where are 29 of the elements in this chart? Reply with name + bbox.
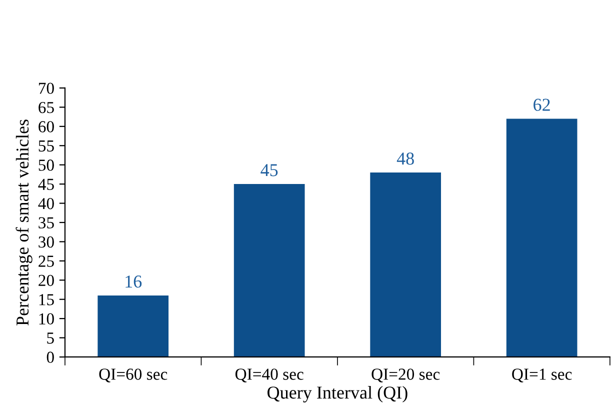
data-label: 48 — [396, 152, 414, 165]
y-tick-label: 65 — [38, 102, 54, 114]
y-tick-label: 40 — [38, 198, 54, 210]
x-tick-label: QI=1 sec — [512, 368, 572, 382]
bar — [506, 118, 578, 357]
data-label: 62 — [534, 98, 550, 111]
y-tick-label: 25 — [38, 256, 54, 267]
data-label: 16 — [126, 276, 142, 288]
y-tick-label: 60 — [38, 121, 54, 132]
y-tick-label: 30 — [38, 236, 54, 248]
y-tick-label: 70 — [38, 82, 54, 94]
bar — [234, 184, 305, 357]
y-tick-label: 0 — [46, 352, 54, 363]
y-tick-label: 35 — [38, 217, 54, 228]
x-axis-title: Query Interval (QI) — [268, 386, 408, 402]
y-tick-label: 10 — [39, 313, 54, 325]
y-tick-label: 5 — [47, 332, 54, 344]
bar — [370, 172, 441, 357]
x-tick-label: QI=60 sec — [99, 368, 168, 382]
bar — [98, 296, 169, 357]
y-axis-title: Percentage of smart vehicles — [16, 120, 32, 326]
x-tick-label: QI=40 sec — [235, 368, 304, 382]
y-tick-label: 50 — [38, 160, 54, 171]
y-tick-label: 55 — [38, 140, 54, 152]
y-tick-label: 20 — [38, 274, 54, 286]
y-tick-label: 15 — [39, 294, 54, 306]
data-label: 45 — [260, 164, 278, 176]
y-tick-label: 45 — [38, 178, 54, 190]
x-tick-label: QI=20 sec — [372, 368, 440, 382]
